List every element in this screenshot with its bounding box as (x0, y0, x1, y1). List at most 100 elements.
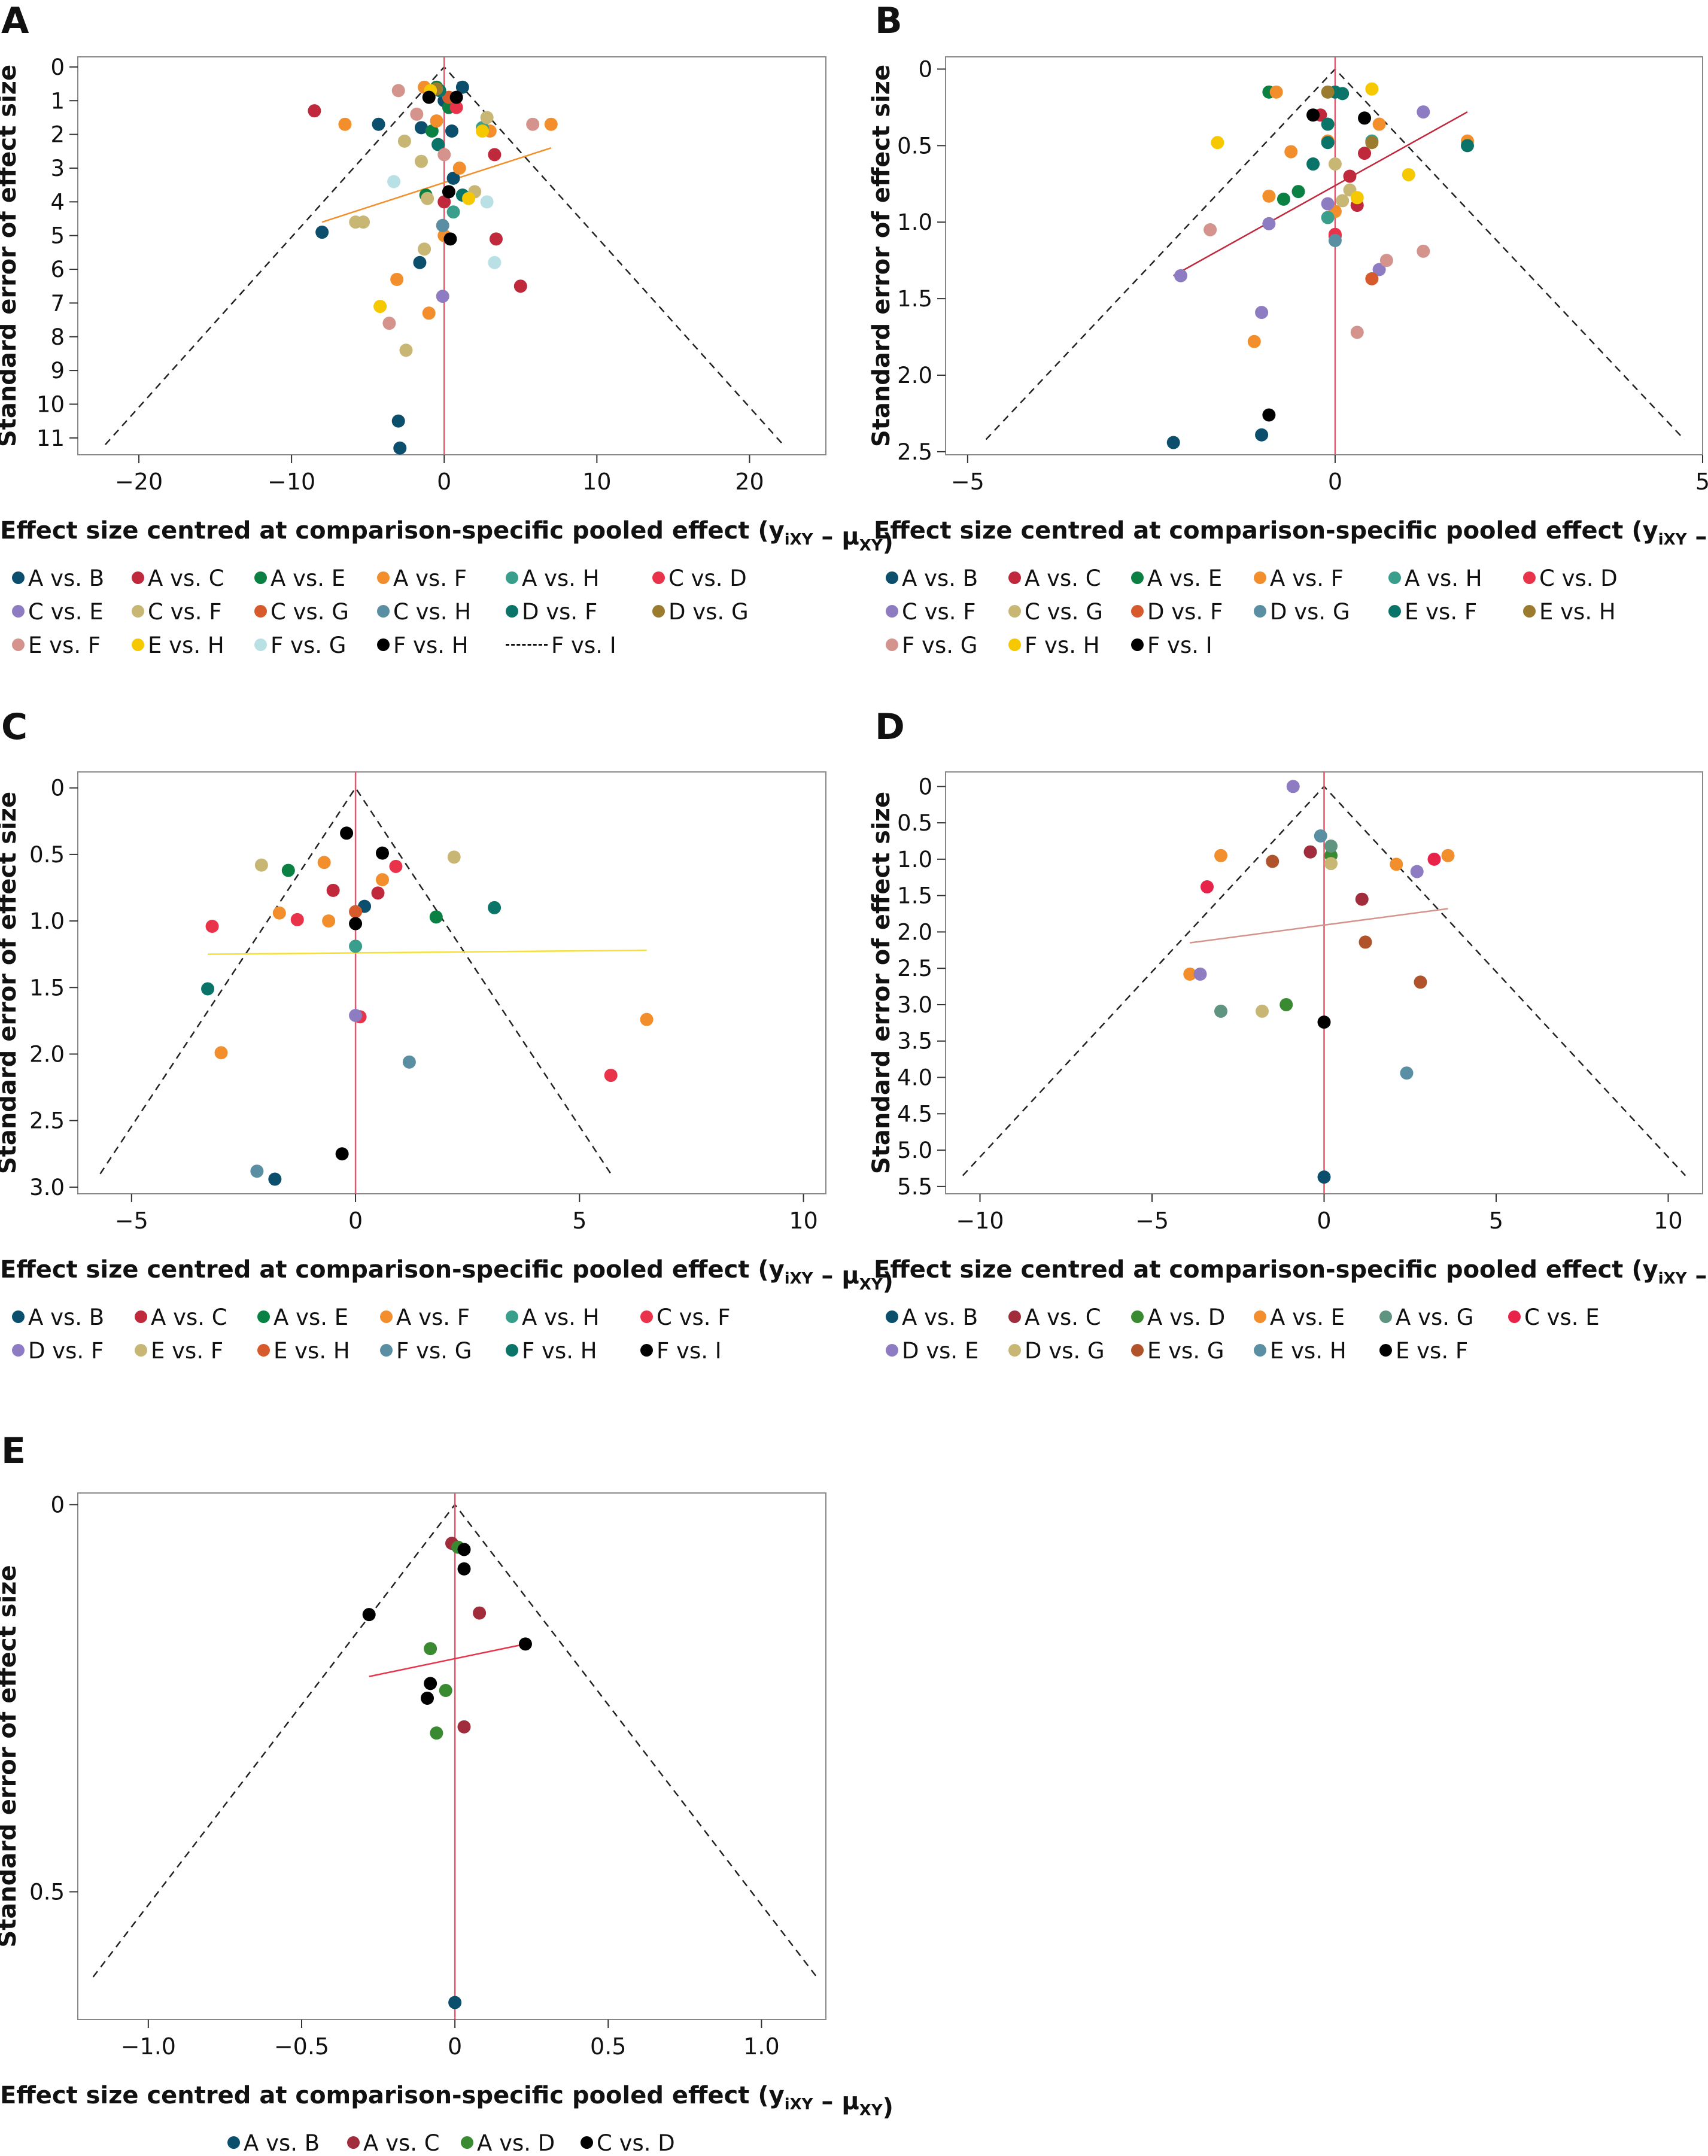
legend-label: A vs. B (244, 2130, 320, 2156)
y-tick-label: 2.0 (897, 919, 932, 945)
legend-label: F vs. I (1147, 632, 1212, 658)
panel-a: A −20 −10 0 10 20 0 1 2 3 4 5 6 7 8 9 10 11 Standard error… (0, 0, 893, 688)
data-point (430, 114, 443, 128)
data-point (349, 1008, 363, 1022)
y-tick-label: 3.0 (29, 1175, 65, 1200)
data-point (1390, 857, 1403, 871)
legend-marker (1008, 605, 1021, 618)
data-point (1317, 1170, 1331, 1184)
legend-marker (1379, 1310, 1392, 1323)
legend-item: A vs. H (1388, 565, 1482, 591)
data-point (462, 191, 476, 205)
legend-marker (132, 638, 144, 651)
data-point (317, 856, 331, 869)
data-point (1306, 108, 1320, 122)
data-point (449, 90, 463, 104)
data-point (1358, 147, 1372, 160)
data-point (214, 1046, 228, 1060)
legend-item: E vs. H (1523, 599, 1616, 625)
data-point (349, 917, 363, 930)
legend-label: A vs. C (151, 1304, 227, 1330)
legend-marker (1388, 571, 1401, 584)
data-point (281, 863, 295, 877)
x-axis-label: Effect size centred at comparison-specif… (0, 2082, 893, 2121)
data-point (544, 117, 558, 131)
legend-marker (254, 638, 267, 651)
data-point (424, 1677, 437, 1690)
regression-line (369, 1643, 526, 1677)
panel-letter: E (1, 1430, 26, 1472)
legend-item: A vs. C (135, 1304, 227, 1330)
legend-label: A vs. B (28, 1304, 105, 1330)
legend-label: C vs. G (271, 599, 349, 625)
data-point (389, 859, 403, 873)
panel-d: D −10 −5 0 5 10 0 0.5 1.0 1.5 2.0 2.5 3.0 3.5 4.0 4.5 5.… (868, 706, 1708, 1394)
data-point (1211, 136, 1224, 150)
legend-item: F vs. I (506, 632, 616, 658)
data-point (1203, 223, 1217, 237)
data-point (1201, 880, 1214, 894)
funnel-plot-a: A −20 −10 0 10 20 0 1 2 3 4 5 6 7 8 9 10 11 Standard error… (0, 0, 893, 557)
x-tick-label: −0.5 (274, 2033, 329, 2060)
legend-label: A vs. E (273, 1304, 349, 1330)
legend-label: A vs. C (1025, 1304, 1101, 1330)
legend-label: C vs. F (902, 599, 976, 625)
plot-frame (945, 56, 1703, 455)
plot-frame (77, 771, 826, 1194)
x-tick-label: −10 (956, 1208, 1004, 1234)
data-point (422, 306, 436, 320)
data-point (272, 906, 286, 920)
legend-label: F vs. G (271, 632, 347, 658)
legend-marker (254, 571, 267, 584)
regression-line (1173, 111, 1468, 276)
legend-item: A vs. F (1254, 565, 1344, 591)
data-point (436, 218, 449, 232)
data-point (391, 84, 405, 98)
data-point (1324, 839, 1338, 853)
data-point (1284, 145, 1298, 159)
funnel-plot-c: C −5 0 5 10 0 0.5 1.0 1.5 2.0 2.5 3.0 Standard error… (0, 706, 893, 1296)
funnel-plot-d: D −10 −5 0 5 10 0 0.5 1.0 1.5 2.0 2.5 3.0 3.5 4.0 4.5 5.… (868, 706, 1708, 1290)
data-point (340, 826, 354, 840)
data-point (393, 441, 407, 455)
data-point (1350, 191, 1364, 205)
data-point (1262, 408, 1276, 422)
legend-marker (886, 1344, 898, 1357)
legend-marker (581, 2136, 593, 2149)
legend-marker (12, 638, 25, 651)
data-point (387, 175, 401, 188)
y-tick-label: 1.5 (897, 883, 932, 909)
x-tick-label: 10 (1654, 1208, 1682, 1234)
data-point (414, 154, 428, 168)
data-point (1321, 197, 1335, 211)
data-point (390, 272, 404, 286)
legend-item: C vs. F (132, 599, 222, 625)
data-point (1350, 326, 1364, 339)
legend-label: A vs. H (1405, 565, 1482, 591)
legend-item: A vs. B (12, 565, 104, 591)
y-axis-label: Standard error of effect size (0, 65, 22, 447)
legend-label: E vs. F (28, 632, 101, 658)
data-point (452, 161, 466, 175)
legend-marker (1523, 571, 1536, 584)
data-point (1256, 1004, 1269, 1018)
data-point (1277, 192, 1290, 206)
data-point (1365, 136, 1379, 150)
panel-letter: C (1, 706, 28, 748)
legend-marker (132, 571, 144, 584)
panel-letter: B (875, 0, 902, 42)
y-tick-label: 0.5 (29, 842, 65, 868)
legend-label: A vs. H (522, 565, 600, 591)
x-tick-label: −20 (115, 469, 163, 495)
legend-label: F vs. I (551, 632, 616, 658)
legend-item: A vs. B (886, 1304, 978, 1330)
legend-dashed-line-marker (506, 644, 548, 646)
y-tick-label: 0 (50, 1492, 65, 1518)
legend-marker (640, 1344, 653, 1357)
legend-item: C vs. E (1508, 1304, 1600, 1330)
data-point (1303, 845, 1317, 859)
legend-label: A vs. F (393, 565, 467, 591)
legend-item: E vs. F (1388, 599, 1477, 625)
data-point (250, 1164, 264, 1178)
legend-marker (377, 605, 390, 618)
